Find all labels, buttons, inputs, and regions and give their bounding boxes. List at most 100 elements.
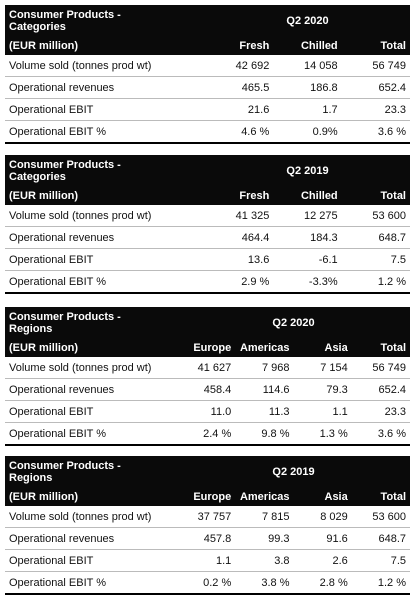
unit: (EUR million) <box>5 187 205 205</box>
row-label: Operational EBIT % <box>5 270 205 294</box>
data-row: Operational EBIT % 2.4 % 9.8 % 1.3 % 3.6 % <box>5 422 411 446</box>
cell: 3.6 % <box>341 120 410 144</box>
cell: 2.4 % <box>177 422 236 446</box>
cell: 56 749 <box>351 357 411 379</box>
row-label: Operational EBIT <box>5 98 205 121</box>
data-table: Consumer Products - Categories Q2 2019 (EUR… <box>5 155 410 294</box>
cell: 8 029 <box>293 506 352 528</box>
cell: 1.1 <box>293 400 352 423</box>
cell: 186.8 <box>273 76 342 99</box>
cell: 7.5 <box>351 549 411 572</box>
header-row: (EUR million) Europe Americas Asia Total <box>5 339 411 357</box>
period: Q2 2020 <box>205 5 410 37</box>
data-row: Operational EBIT % 2.9 % -3.3% 1.2 % <box>5 270 410 294</box>
table-title: Consumer Products - Regions <box>5 456 177 488</box>
data-row: Operational EBIT 1.1 3.8 2.6 7.5 <box>5 549 411 572</box>
column-header: Asia <box>293 488 352 506</box>
row-label: Operational EBIT % <box>5 571 177 595</box>
cell: 648.7 <box>351 527 411 550</box>
cell: 0.9% <box>273 120 342 144</box>
data-row: Operational revenues 458.4 114.6 79.3 652.4 <box>5 378 411 401</box>
cell: 23.3 <box>341 98 410 121</box>
cell: 7.5 <box>341 248 410 271</box>
data-row: Volume sold (tonnes prod wt) 41 325 12 275… <box>5 205 410 227</box>
column-header: Americas <box>235 488 294 506</box>
title-line: Regions <box>9 323 53 335</box>
table-title: Consumer Products - Regions <box>5 307 177 339</box>
title-row: Consumer Products - Regions Q2 2019 <box>5 456 411 488</box>
cell: 91.6 <box>293 527 352 550</box>
row-label: Volume sold (tonnes prod wt) <box>5 506 177 528</box>
period: Q2 2019 <box>177 456 411 488</box>
cell: 1.3 % <box>293 422 352 446</box>
cell: 464.4 <box>205 226 274 249</box>
column-header: Americas <box>235 339 294 357</box>
data-row: Operational revenues 465.5 186.8 652.4 <box>5 76 410 99</box>
cell: 1.7 <box>273 98 342 121</box>
cell: 42 692 <box>205 55 274 77</box>
column-header: Chilled <box>273 187 342 205</box>
cell: 41 325 <box>205 205 274 227</box>
data-row: Operational EBIT % 4.6 % 0.9% 3.6 % <box>5 120 410 144</box>
unit: (EUR million) <box>5 339 177 357</box>
column-header: Total <box>351 488 411 506</box>
cell: 21.6 <box>205 98 274 121</box>
cell: 648.7 <box>341 226 410 249</box>
title-line: Categories <box>9 171 66 183</box>
title-row: Consumer Products - Categories Q2 2020 <box>5 5 410 37</box>
column-header: Europe <box>177 488 236 506</box>
row-label: Operational EBIT % <box>5 120 205 144</box>
table-title: Consumer Products - Categories <box>5 155 205 187</box>
column-header: Fresh <box>205 187 274 205</box>
row-label: Operational revenues <box>5 226 205 249</box>
header-row: (EUR million) Fresh Chilled Total <box>5 37 410 55</box>
row-label: Volume sold (tonnes prod wt) <box>5 357 177 379</box>
column-header: Total <box>341 187 410 205</box>
row-label: Operational revenues <box>5 378 177 401</box>
data-table: Consumer Products - Categories Q2 2020 (EUR… <box>5 5 410 144</box>
column-header: Chilled <box>273 37 342 55</box>
data-table: Consumer Products - Regions Q2 2019 (EUR mi… <box>5 456 411 595</box>
cell: -6.1 <box>273 248 342 271</box>
data-row: Volume sold (tonnes prod wt) 42 692 14 058… <box>5 55 410 77</box>
cell: 458.4 <box>177 378 236 401</box>
period: Q2 2020 <box>177 307 411 339</box>
row-label: Operational EBIT % <box>5 422 177 446</box>
header-row: (EUR million) Europe Americas Asia Total <box>5 488 411 506</box>
column-header: Asia <box>293 339 352 357</box>
cell: -3.3% <box>273 270 342 294</box>
data-row: Volume sold (tonnes prod wt) 37 757 7 815 8… <box>5 506 411 528</box>
cell: 3.8 % <box>235 571 294 595</box>
cell: 37 757 <box>177 506 236 528</box>
cell: 1.1 <box>177 549 236 572</box>
row-label: Operational revenues <box>5 76 205 99</box>
row-label: Operational EBIT <box>5 549 177 572</box>
cell: 12 275 <box>273 205 342 227</box>
data-row: Operational EBIT % 0.2 % 3.8 % 2.8 % 1.2 % <box>5 571 411 595</box>
cell: 1.2 % <box>351 571 411 595</box>
cell: 1.2 % <box>341 270 410 294</box>
cell: 7 815 <box>235 506 294 528</box>
cell: 4.6 % <box>205 120 274 144</box>
cell: 3.8 <box>235 549 294 572</box>
cell: 652.4 <box>341 76 410 99</box>
cell: 652.4 <box>351 378 411 401</box>
title-line: Regions <box>9 472 53 484</box>
cell: 11.3 <box>235 400 294 423</box>
cell: 114.6 <box>235 378 294 401</box>
cell: 41 627 <box>177 357 236 379</box>
cell: 9.8 % <box>235 422 294 446</box>
cell: 3.6 % <box>351 422 411 446</box>
column-header: Total <box>341 37 410 55</box>
cell: 7 154 <box>293 357 352 379</box>
cell: 56 749 <box>341 55 410 77</box>
row-label: Operational revenues <box>5 527 177 550</box>
data-table: Consumer Products - Regions Q2 2020 (EUR mi… <box>5 307 411 446</box>
row-label: Volume sold (tonnes prod wt) <box>5 55 205 77</box>
title-line: Consumer Products - <box>9 9 121 21</box>
title-line: Consumer Products - <box>9 311 121 323</box>
data-row: Volume sold (tonnes prod wt) 41 627 7 968 7… <box>5 357 411 379</box>
header-row: (EUR million) Fresh Chilled Total <box>5 187 410 205</box>
period: Q2 2019 <box>205 155 410 187</box>
